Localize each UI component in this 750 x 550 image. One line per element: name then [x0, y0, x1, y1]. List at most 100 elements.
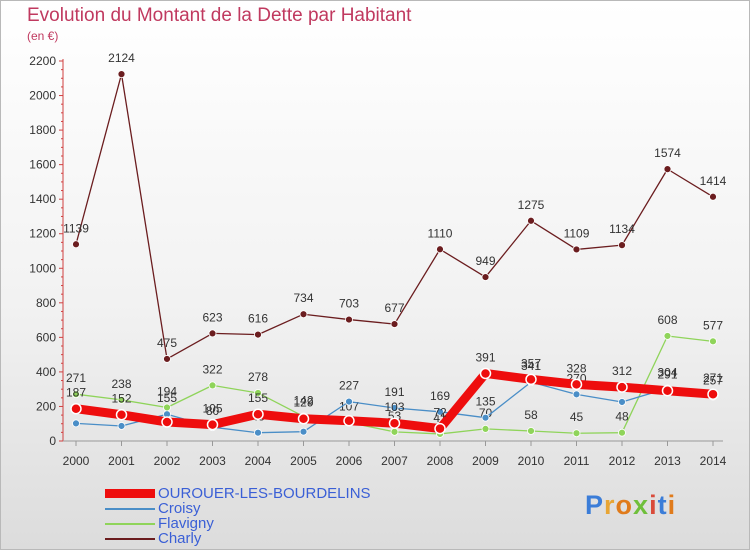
y-tick-label: 1400 — [29, 192, 56, 206]
proxiti-logo: Proxiti — [585, 490, 676, 521]
legend-swatch — [105, 537, 155, 540]
data-label: 142 — [293, 393, 313, 407]
data-label: 135 — [475, 395, 495, 409]
x-tick-label: 2002 — [154, 454, 181, 468]
data-label: 341 — [521, 359, 541, 373]
data-point — [436, 407, 444, 416]
legend-item-croisy: Croisy — [105, 501, 201, 516]
data-point — [481, 425, 490, 433]
data-label: 58 — [524, 408, 538, 422]
data-label: 155 — [157, 391, 177, 405]
data-point — [254, 330, 262, 339]
x-tick-label: 2008 — [427, 454, 454, 468]
data-label: 1134 — [609, 222, 635, 236]
data-point — [481, 413, 490, 422]
data-label: 107 — [339, 400, 359, 414]
legend-label: Flavigny — [158, 515, 214, 532]
data-label: 191 — [384, 385, 404, 399]
data-label: 129 — [293, 396, 313, 410]
data-label: 194 — [157, 384, 177, 398]
data-label: 238 — [111, 377, 131, 391]
y-tick-label: 0 — [49, 434, 56, 448]
data-point — [161, 416, 173, 428]
data-point — [343, 415, 355, 427]
y-tick-label: 2200 — [29, 54, 56, 68]
data-label: 608 — [657, 313, 677, 327]
data-point — [299, 310, 308, 319]
data-point — [618, 398, 626, 406]
data-label: 322 — [202, 362, 222, 376]
x-tick-label: 2001 — [108, 454, 135, 468]
data-label: 271 — [703, 371, 723, 385]
data-label: 291 — [657, 368, 677, 382]
y-tick-label: 400 — [36, 365, 56, 379]
data-label: 2124 — [108, 51, 135, 65]
data-point — [479, 367, 492, 380]
logo-letter: P — [585, 490, 605, 520]
data-label: 152 — [111, 392, 131, 406]
data-point — [72, 390, 80, 399]
data-label: 623 — [202, 310, 222, 324]
data-label: 169 — [430, 389, 450, 403]
data-point — [163, 355, 171, 363]
data-label: 1109 — [564, 226, 590, 240]
data-point — [388, 417, 401, 429]
x-tick-label: 2014 — [700, 454, 727, 468]
logo-letter: r — [604, 490, 616, 520]
data-label: 475 — [157, 336, 177, 350]
data-point — [208, 329, 217, 338]
data-point — [481, 273, 490, 281]
data-point — [117, 70, 126, 79]
data-point — [663, 332, 672, 340]
data-point — [390, 404, 399, 412]
y-tick-label: 1000 — [29, 261, 56, 275]
data-point — [618, 428, 626, 437]
x-tick-label: 2012 — [609, 454, 636, 468]
data-label: 1110 — [428, 226, 453, 240]
x-tick-label: 2003 — [199, 454, 226, 468]
data-label: 278 — [248, 370, 268, 384]
legend-label: Croisy — [158, 500, 201, 517]
data-point — [252, 408, 264, 420]
data-label: 72 — [433, 406, 447, 420]
data-label: 48 — [615, 410, 629, 424]
x-tick-label: 2004 — [245, 454, 272, 468]
data-point — [117, 422, 126, 430]
data-point — [70, 402, 82, 415]
data-point — [527, 427, 535, 435]
y-tick-label: 1800 — [29, 123, 56, 137]
data-label: 271 — [66, 371, 86, 385]
data-label: 1275 — [518, 198, 545, 212]
data-point — [709, 337, 717, 346]
y-tick-label: 200 — [36, 399, 56, 413]
data-label: 328 — [566, 361, 586, 375]
data-label: 703 — [339, 297, 359, 311]
data-point — [616, 381, 628, 393]
data-label: 677 — [384, 301, 404, 315]
legend-item-ourouer: OUROUER-LES-BOURDELINS — [105, 486, 371, 501]
data-label: 45 — [570, 410, 584, 424]
data-point — [117, 395, 126, 404]
x-tick-label: 2011 — [564, 454, 590, 468]
data-point — [572, 390, 581, 399]
data-point — [570, 378, 583, 391]
data-label: 257 — [703, 374, 723, 388]
data-point — [436, 245, 444, 254]
legend-item-charly: Charly — [105, 531, 201, 546]
chart-title: Evolution du Montant de la Dette par Hab… — [27, 5, 412, 26]
x-tick-label: 2006 — [336, 454, 363, 468]
data-label: 577 — [703, 318, 723, 332]
x-tick-label: 2000 — [63, 454, 90, 468]
data-point — [390, 427, 399, 436]
data-point — [72, 240, 80, 249]
data-label: 187 — [66, 386, 86, 400]
logo-letter: o — [615, 490, 634, 520]
logo-letter: i — [649, 490, 658, 520]
data-point — [618, 241, 626, 250]
legend-swatch — [105, 489, 155, 498]
data-point — [254, 389, 262, 397]
data-point — [345, 315, 353, 324]
data-point — [572, 245, 581, 254]
x-tick-label: 2010 — [518, 454, 545, 468]
